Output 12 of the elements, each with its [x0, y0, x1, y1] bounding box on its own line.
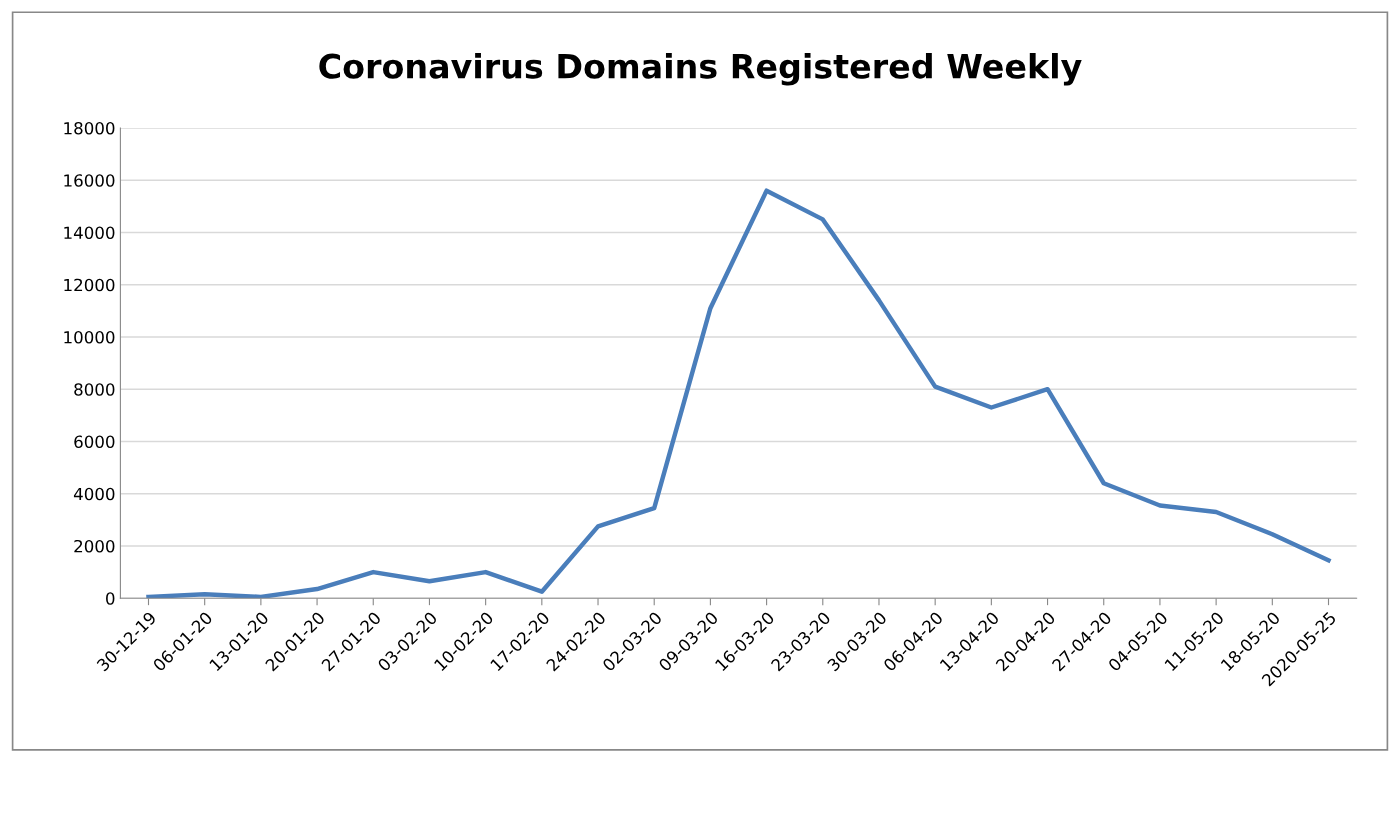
y-tick-label: 4000 — [73, 487, 115, 501]
y-tick-label: 10000 — [64, 330, 115, 344]
y-tick-label: 8000 — [74, 383, 115, 396]
line-series — [146, 188, 1331, 599]
y-tick-label: 2000 — [74, 539, 115, 553]
y-tick-label: 6000 — [74, 435, 115, 449]
y-tick-label: 0 — [106, 592, 115, 605]
y-tick-label: 18000 — [64, 121, 115, 135]
y-tick-label: 12000 — [64, 278, 115, 292]
chart-title: Coronavirus Domains Registered Weekly — [319, 53, 1082, 86]
y-tick-label: 14000 — [64, 226, 115, 240]
y-tick-label: 16000 — [64, 174, 115, 187]
